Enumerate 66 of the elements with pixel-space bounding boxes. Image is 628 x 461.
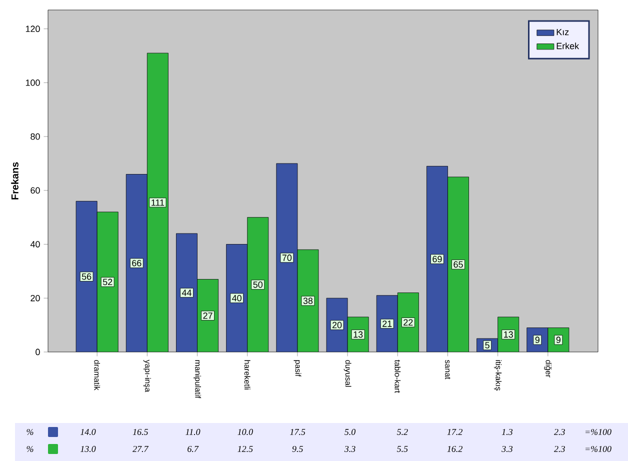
bar <box>126 174 148 352</box>
text: % <box>26 428 34 436</box>
text: 6.7 <box>188 446 199 452</box>
text: 14.0 <box>80 428 96 436</box>
data-label: 44 <box>182 290 192 296</box>
bar <box>147 53 168 352</box>
text: 17.5 <box>290 428 306 436</box>
data-label: 65 <box>454 261 463 268</box>
text: 5.0 <box>344 428 356 436</box>
text: =%100 <box>586 446 612 452</box>
data-label: 21 <box>382 320 392 327</box>
bar <box>276 163 298 352</box>
text: 11.0 <box>186 428 200 436</box>
text: 16.2 <box>447 446 462 452</box>
bar <box>297 250 318 352</box>
data-label: 5 <box>485 342 490 348</box>
text: 1.3 <box>502 428 512 436</box>
y-axis-title: Frekans <box>11 162 18 200</box>
text: 16.5 <box>132 428 148 436</box>
data-label: 13 <box>354 331 363 338</box>
data-label: 22 <box>404 319 413 326</box>
data-label: 111 <box>152 199 164 206</box>
text: % <box>26 446 34 452</box>
text: 13.0 <box>80 446 96 452</box>
legend-label: Kız <box>556 28 569 36</box>
text: 3.3 <box>344 446 356 452</box>
y-tick-label: 0 <box>36 348 40 356</box>
bar <box>448 176 469 352</box>
data-label: 27 <box>203 312 212 319</box>
text: 27.7 <box>132 446 149 452</box>
text: 5.2 <box>396 428 408 436</box>
text: 2.3 <box>554 428 565 436</box>
y-tick-label: 60 <box>30 187 40 194</box>
data-label: 38 <box>303 298 313 304</box>
bar <box>426 166 448 352</box>
y-tick-label: 100 <box>26 80 40 86</box>
bar <box>97 212 118 352</box>
text: 12.5 <box>238 446 253 452</box>
text: 17.2 <box>447 428 462 436</box>
y-tick-label: 20 <box>30 294 40 302</box>
data-label: 9 <box>556 336 561 344</box>
text: 3.3 <box>502 446 512 452</box>
data-label: 13 <box>504 331 513 338</box>
legend-label: Erkek <box>556 42 580 50</box>
bar <box>197 279 218 352</box>
text: =%100 <box>586 428 612 436</box>
data-label: 52 <box>102 278 112 286</box>
bar <box>176 233 198 352</box>
bar <box>247 217 268 352</box>
text: 5.5 <box>396 446 408 452</box>
bar <box>76 201 98 352</box>
data-label: 9 <box>535 336 540 344</box>
data-label: 20 <box>332 322 342 328</box>
y-tick-label: 80 <box>30 133 40 140</box>
data-label: 70 <box>282 254 292 261</box>
data-label: 66 <box>132 260 142 266</box>
y-tick-label: 40 <box>30 241 40 248</box>
text: 10.0 <box>238 428 253 436</box>
text: 2.3 <box>554 446 565 452</box>
y-tick-label: 120 <box>26 26 40 32</box>
data-label: 40 <box>232 294 242 302</box>
data-label: 50 <box>253 281 263 288</box>
text: 9.5 <box>292 446 303 452</box>
bar <box>226 244 248 352</box>
data-label: 56 <box>82 273 92 280</box>
data-label: 69 <box>432 256 442 262</box>
